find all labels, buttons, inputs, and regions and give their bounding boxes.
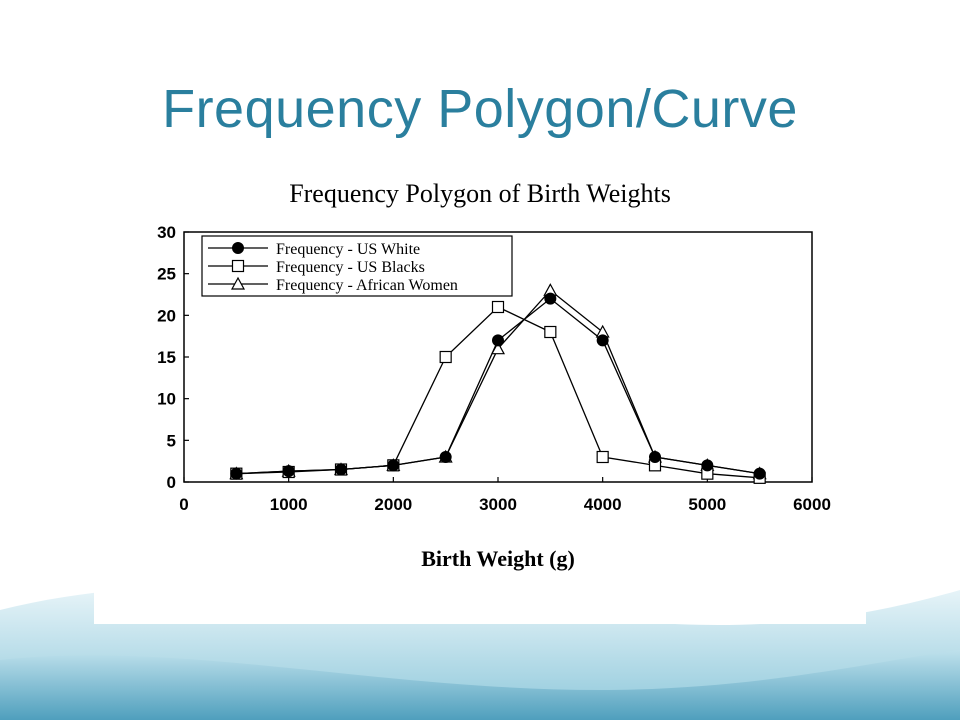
legend-marker-2 [230, 276, 246, 290]
x-axis-label: Birth Weight (g) [421, 546, 575, 571]
series-line-0 [236, 297, 760, 475]
data-point-series-0 [649, 451, 661, 463]
data-point-series-1 [439, 350, 452, 364]
chart-title: Frequency Polygon of Birth Weights [289, 179, 671, 208]
y-tick-label: 30 [157, 223, 176, 242]
x-tick-label: 1000 [270, 495, 308, 514]
wave-dark [0, 650, 960, 720]
data-point-series-0 [701, 459, 714, 472]
frequency-polygon-chart: Frequency Polygon of Birth Weights 0 5 10 15… [157, 179, 831, 571]
data-point-series-1 [544, 325, 557, 339]
legend-label-0: Frequency - US White [276, 241, 420, 258]
y-tick-label: 15 [157, 348, 176, 367]
data-point-series-0 [282, 465, 295, 478]
y-tick-label: 25 [157, 265, 176, 284]
series-line-1 [236, 306, 760, 479]
x-tick-label: 5000 [688, 495, 726, 514]
legend-label-2: Frequency - African Women [276, 277, 458, 294]
data-point-series-2 [490, 341, 506, 355]
data-point-series-0 [335, 463, 347, 476]
y-tick-label: 0 [167, 473, 176, 492]
series-line-2 [236, 289, 760, 475]
x-tick-label: 2000 [374, 495, 412, 514]
x-tick-label: 3000 [479, 495, 517, 514]
y-tick-label: 10 [157, 390, 176, 409]
x-tick-label: 6000 [793, 495, 831, 514]
data-point-series-0 [492, 334, 504, 347]
x-tick-label: 4000 [584, 495, 622, 514]
x-tick-label: 0 [179, 495, 188, 514]
data-point-series-0 [596, 334, 609, 347]
data-point-series-0 [387, 459, 400, 472]
data-point-series-0 [439, 451, 452, 463]
data-point-series-0 [544, 292, 557, 305]
legend-label-1: Frequency - US Blacks [276, 259, 425, 276]
slide-title: Frequency Polygon/Curve [162, 79, 798, 139]
legend-marker-1 [231, 259, 245, 273]
data-point-series-1 [491, 300, 505, 314]
y-tick-label: 5 [167, 431, 176, 450]
data-point-series-0 [230, 467, 243, 480]
data-point-series-0 [753, 467, 766, 480]
y-tick-label: 20 [157, 306, 176, 325]
chart-panel: Frequency Polygon of Birth Weights 0 5 10 15… [94, 168, 866, 624]
legend-marker-0 [232, 242, 244, 254]
data-point-series-1 [596, 450, 609, 464]
